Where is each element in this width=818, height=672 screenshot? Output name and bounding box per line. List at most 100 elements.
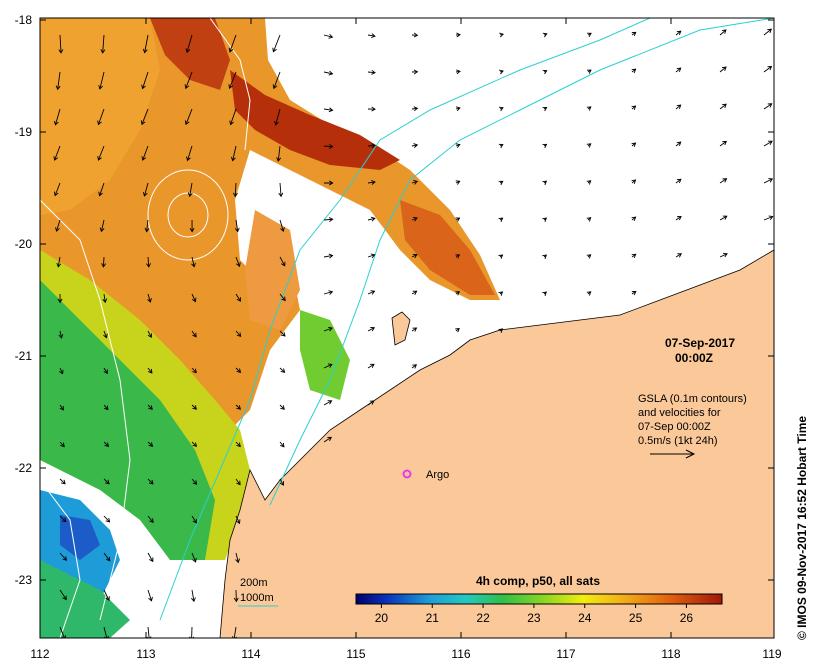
velocity-arrow	[763, 178, 773, 184]
velocity-arrow	[763, 28, 772, 36]
velocity-arrow-head	[370, 327, 376, 332]
velocity-arrow	[719, 178, 727, 184]
velocity-arrow	[229, 71, 237, 89]
velocity-arrow-head	[278, 192, 284, 198]
x-tick-label: 116	[451, 647, 470, 661]
velocity-arrow	[411, 180, 418, 184]
velocity-arrow-head	[98, 84, 104, 90]
velocity-arrow-head	[103, 369, 108, 375]
sla-contour	[40, 199, 131, 621]
velocity-arrow	[191, 441, 197, 447]
velocity-arrow-head	[149, 557, 154, 563]
velocity-arrow-head	[413, 32, 419, 38]
velocity-arrow-head	[371, 180, 376, 185]
barrow-island	[391, 311, 411, 346]
colorbar-tick-label: 22	[476, 611, 490, 625]
colorbar-ticks: 20 21 22 23 24 25 26	[375, 604, 693, 625]
velocity-arrow-head	[103, 333, 108, 339]
velocity-arrow-head	[236, 405, 242, 410]
velocity-arrow	[719, 215, 728, 221]
velocity-arrow	[147, 515, 154, 523]
land-mass	[219, 249, 774, 638]
velocity-arrow	[59, 626, 65, 638]
velocity-arrow-head	[722, 140, 728, 146]
velocity-arrow	[147, 330, 152, 338]
y-ticks	[40, 19, 774, 581]
velocity-arrow	[235, 256, 240, 267]
sst-warm-east	[400, 200, 495, 295]
velocity-arrow-head	[229, 120, 234, 126]
velocity-arrow	[279, 367, 285, 373]
velocity-arrow-head	[281, 261, 286, 267]
velocity-arrow-head	[328, 217, 334, 222]
velocity-arrow-head	[272, 47, 277, 53]
velocity-arrow	[147, 552, 154, 562]
velocity-arrow	[719, 253, 728, 258]
velocity-arrow-head	[105, 556, 111, 562]
velocity-arrow-head	[767, 28, 772, 34]
velocity-arrow-head	[371, 143, 376, 149]
velocity-arrow	[323, 145, 333, 148]
velocity-arrow	[279, 441, 285, 448]
velocity-arrow	[367, 71, 376, 74]
velocity-arrow-head	[235, 519, 241, 525]
velocity-arrow	[99, 71, 105, 90]
velocity-arrow-head	[370, 253, 376, 259]
velocity-arrow-head	[53, 120, 59, 126]
velocity-arrow	[191, 256, 195, 267]
velocity-arrow-head	[631, 31, 637, 37]
copyright-text: © IMOS 09-Nov-2017 16:52 Hobart Time	[795, 416, 809, 640]
velocity-arrow-head	[281, 296, 286, 302]
velocity-arrow	[59, 478, 66, 485]
velocity-arrow-head	[328, 253, 334, 259]
velocity-arrow-head	[192, 332, 197, 338]
velocity-arrow	[719, 29, 727, 36]
velocity-arrow	[277, 145, 281, 162]
velocity-arrow-head	[456, 69, 461, 75]
velocity-arrow	[367, 254, 375, 258]
velocity-arrow	[323, 400, 332, 406]
argo-label: Argo	[426, 469, 449, 481]
velocity-arrow	[191, 478, 197, 485]
velocity-arrow-head	[230, 156, 236, 162]
velocity-arrow-head	[456, 32, 461, 38]
velocity-arrow-head	[61, 479, 66, 485]
velocity-arrow-head	[586, 217, 592, 222]
velocity-arrow	[54, 182, 61, 196]
velocity-arrow-head	[413, 106, 419, 112]
velocity-arrow-head	[498, 217, 504, 222]
velocity-arrow-head	[676, 178, 682, 184]
colorbar-tick-label: 23	[527, 611, 541, 625]
x-tick-label: 113	[136, 647, 155, 661]
map-plot-area	[40, 18, 774, 638]
velocity-arrow-head	[676, 104, 682, 109]
velocity-arrow	[367, 363, 375, 369]
velocity-arrow-head	[371, 106, 376, 112]
sst-hot-north	[150, 18, 230, 90]
x-tick-label: 115	[346, 647, 365, 661]
velocity-arrow	[279, 330, 286, 337]
colorbar	[355, 593, 723, 605]
velocity-arrow-head	[328, 107, 334, 113]
velocity-arrow-head	[631, 105, 637, 110]
velocity-arrow-head	[767, 103, 773, 108]
velocity-arrow	[191, 552, 197, 563]
velocity-arrow-head	[140, 120, 146, 126]
velocity-arrow-head	[148, 405, 153, 410]
velocity-arrow-head	[676, 141, 682, 147]
colorbar-title: 4h comp, p50, all sats	[476, 574, 600, 588]
velocity-arrow-head	[413, 216, 418, 222]
velocity-arrow	[102, 256, 105, 267]
velocity-arrow	[279, 182, 282, 197]
gsla-line-2: and velocities for	[638, 407, 721, 419]
velocity-arrow	[411, 364, 417, 369]
velocity-arrow	[763, 103, 772, 110]
velocity-arrow-head	[370, 216, 376, 222]
velocity-arrow-head	[631, 216, 637, 222]
sst-green-south	[40, 560, 130, 638]
velocity-arrow-head	[455, 217, 461, 222]
map-date: 07-Sep-2017	[665, 336, 735, 350]
velocity-arrow-head	[722, 215, 728, 220]
velocity-arrow-head	[631, 253, 637, 259]
velocity-arrow	[147, 256, 150, 267]
